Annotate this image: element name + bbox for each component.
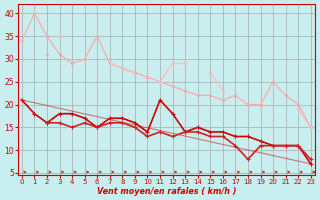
X-axis label: Vent moyen/en rafales ( km/h ): Vent moyen/en rafales ( km/h ) [97, 187, 236, 196]
